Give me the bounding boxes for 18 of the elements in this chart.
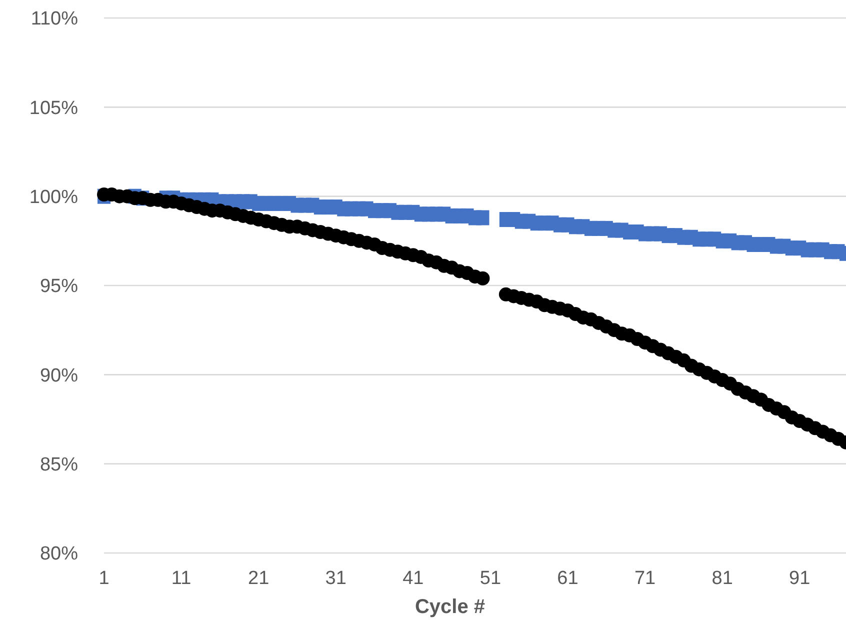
- x-tick-label: 71: [634, 568, 656, 589]
- y-tick-label: 90%: [40, 365, 78, 386]
- x-tick-label: 91: [789, 568, 810, 589]
- x-tick-label: 61: [557, 568, 578, 589]
- x-tick-label: 31: [325, 568, 346, 589]
- x-tick-label: 11: [171, 568, 192, 589]
- y-tick-label: 110%: [30, 8, 78, 30]
- y-tick-label: 80%: [40, 544, 78, 565]
- x-tick-label: 21: [248, 568, 270, 589]
- x-tick-label: 41: [402, 568, 424, 589]
- y-tick-label: 105%: [29, 98, 78, 119]
- x-axis-title: Cycle #: [414, 596, 486, 618]
- y-tick-label: 100%: [29, 186, 78, 208]
- x-tick-label: 1: [98, 568, 110, 589]
- y-tick-label: 85%: [40, 454, 78, 476]
- x-tick-label: 81: [712, 568, 733, 589]
- y-tick-label: 95%: [40, 276, 78, 298]
- x-tick-label: 51: [480, 568, 502, 589]
